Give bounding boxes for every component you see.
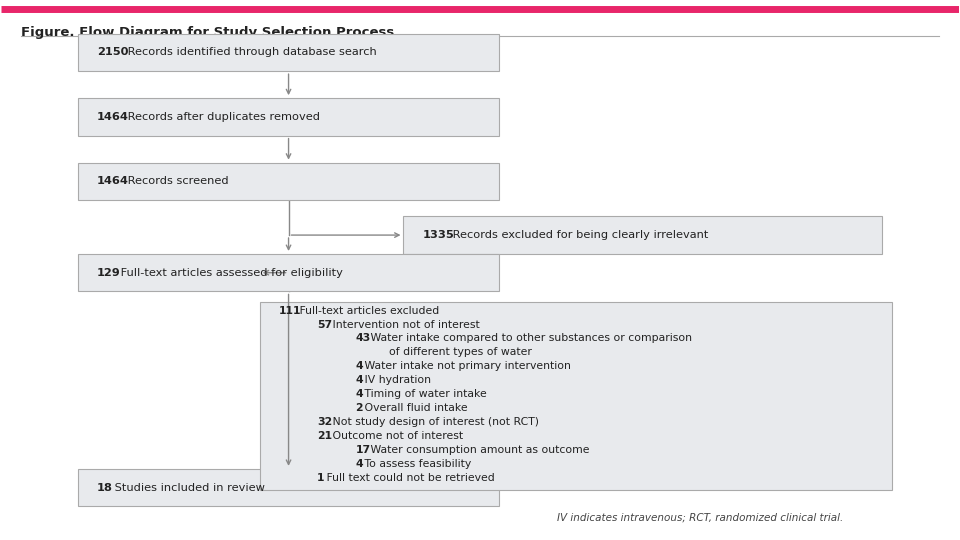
Text: 4: 4 [355, 389, 363, 399]
Text: Studies included in review: Studies included in review [110, 483, 264, 492]
FancyBboxPatch shape [260, 302, 892, 490]
Text: 1335: 1335 [422, 230, 454, 240]
Text: 111: 111 [279, 306, 301, 315]
FancyBboxPatch shape [78, 469, 499, 507]
Text: 18: 18 [97, 483, 113, 492]
FancyBboxPatch shape [78, 163, 499, 200]
Text: 4: 4 [355, 361, 363, 372]
Text: Records after duplicates removed: Records after duplicates removed [124, 112, 320, 122]
FancyBboxPatch shape [78, 254, 499, 292]
FancyBboxPatch shape [78, 98, 499, 136]
Text: Records excluded for being clearly irrelevant: Records excluded for being clearly irrel… [449, 230, 708, 240]
Text: Timing of water intake: Timing of water intake [361, 389, 487, 399]
Text: Not study design of interest (not RCT): Not study design of interest (not RCT) [328, 417, 539, 427]
Text: 1464: 1464 [97, 177, 129, 186]
Text: Outcome not of interest: Outcome not of interest [328, 431, 463, 441]
Text: 17: 17 [355, 445, 371, 455]
Text: 2150: 2150 [97, 48, 129, 57]
Text: Full-text articles excluded: Full-text articles excluded [297, 306, 440, 315]
Text: Overall fluid intake: Overall fluid intake [361, 403, 468, 413]
Text: Water intake compared to other substances or comparison: Water intake compared to other substance… [367, 333, 692, 343]
Text: Records identified through database search: Records identified through database sear… [124, 48, 376, 57]
Text: 1: 1 [317, 472, 324, 483]
Text: 1464: 1464 [97, 112, 129, 122]
Text: Intervention not of interest: Intervention not of interest [328, 320, 479, 329]
Text: Full text could not be retrieved: Full text could not be retrieved [323, 472, 494, 483]
Text: 43: 43 [355, 333, 371, 343]
Text: 4: 4 [355, 459, 363, 469]
Text: Records screened: Records screened [124, 177, 228, 186]
Text: 4: 4 [355, 375, 363, 385]
Text: 21: 21 [317, 431, 332, 441]
Text: 57: 57 [317, 320, 332, 329]
Text: Water intake not primary intervention: Water intake not primary intervention [361, 361, 571, 372]
FancyBboxPatch shape [403, 217, 882, 254]
Text: IV hydration: IV hydration [361, 375, 431, 385]
Text: Full-text articles assessed for eligibility: Full-text articles assessed for eligibil… [117, 268, 343, 278]
Text: 2: 2 [355, 403, 363, 413]
Text: Figure. Flow Diagram for Study Selection Process: Figure. Flow Diagram for Study Selection… [20, 25, 394, 38]
Text: IV indicates intravenous; RCT, randomized clinical trial.: IV indicates intravenous; RCT, randomize… [557, 512, 843, 523]
FancyBboxPatch shape [78, 33, 499, 71]
Text: Water consumption amount as outcome: Water consumption amount as outcome [367, 445, 589, 455]
Text: of different types of water: of different types of water [389, 347, 532, 357]
Text: To assess feasibility: To assess feasibility [361, 459, 471, 469]
Text: 32: 32 [317, 417, 332, 427]
Text: 129: 129 [97, 268, 121, 278]
